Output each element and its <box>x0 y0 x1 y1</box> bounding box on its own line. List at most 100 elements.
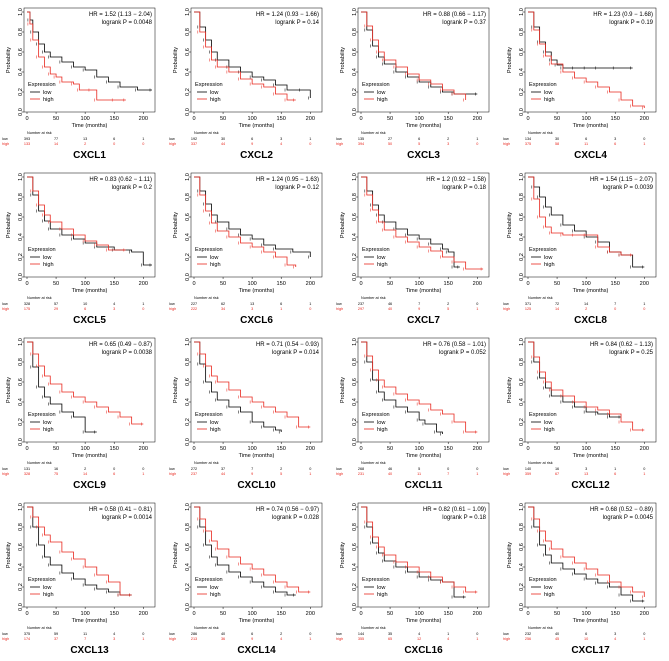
y-tick-label: 0.8 <box>352 523 358 531</box>
risk-count-low: 1 <box>643 302 645 306</box>
km-curve-high <box>361 341 478 433</box>
y-tick-label: 1.0 <box>519 338 525 346</box>
y-tick-label: 0.2 <box>18 253 24 261</box>
risk-count-high: 5 <box>447 307 449 311</box>
logrank-p-text: logrank P = 0.18 <box>442 515 486 521</box>
km-curve-low <box>528 11 633 69</box>
km-curve-high <box>27 341 144 425</box>
y-tick-label: 0.0 <box>185 273 191 281</box>
risk-count-high: 1 <box>476 307 478 311</box>
risk-count-low: 7 <box>614 302 616 306</box>
km-plot-cxcl6: 0.0 0.2 0.4 0.6 0.8 1.0 0 50 100 150 200 Time (mont… <box>169 172 323 326</box>
risk-count-high: 9 <box>251 142 253 146</box>
logrank-p-text: logrank P = 0.18 <box>442 185 486 191</box>
risk-table-title: Number at risk <box>361 131 386 135</box>
risk-count-low: 6 <box>585 137 587 141</box>
legend-title: Expression <box>28 82 56 88</box>
risk-row-label-low: low <box>169 467 175 471</box>
x-tick-label: 150 <box>110 281 119 287</box>
x-tick-label: 100 <box>581 446 590 452</box>
panel-title: CXCL10 <box>237 480 276 491</box>
km-panel-cxcl6: 0.0 0.2 0.4 0.6 0.8 1.0 0 50 100 150 200 Time (mont… <box>167 165 334 330</box>
risk-count-high: 0 <box>142 142 144 146</box>
x-tick-label: 150 <box>611 281 620 287</box>
x-tick-label: 150 <box>444 281 453 287</box>
risk-count-high: 6 <box>113 472 115 476</box>
risk-row-label-high: high <box>169 637 176 641</box>
km-curve-high <box>27 11 126 101</box>
risk-count-low: 2 <box>84 467 86 471</box>
y-axis-label: Probability <box>340 47 346 73</box>
panel-title: CXCL9 <box>73 480 106 491</box>
risk-count-low: 4 <box>113 632 115 636</box>
hazard-ratio-text: HR = 0.76 (0.58 − 1.01) <box>423 342 486 348</box>
y-tick-label: 0.0 <box>352 603 358 611</box>
risk-row-label-high: high <box>503 307 510 311</box>
panel-title: CXCL4 <box>574 150 607 161</box>
legend-label-low: low <box>210 90 219 96</box>
x-axis-label: Time (months) <box>72 453 108 459</box>
x-tick-label: 50 <box>53 446 59 452</box>
risk-count-low: 11 <box>83 632 87 636</box>
x-tick-label: 50 <box>387 611 393 617</box>
risk-count-high: 44 <box>221 142 225 146</box>
risk-count-high: 297 <box>358 307 364 311</box>
risk-count-low: 46 <box>388 467 392 471</box>
legend-label-low: low <box>544 585 553 591</box>
risk-count-low: 144 <box>358 632 364 636</box>
risk-count-high: 37 <box>54 637 58 641</box>
x-tick-label: 150 <box>110 116 119 122</box>
hazard-ratio-text: HR = 1.24 (0.95 − 1.63) <box>256 177 319 183</box>
x-tick-label: 150 <box>444 116 453 122</box>
risk-count-high: 359 <box>525 472 531 476</box>
risk-table-title: Number at risk <box>361 461 386 465</box>
km-curve-low <box>528 506 645 602</box>
panel-title: CXCL1 <box>73 150 106 161</box>
legend-label-high: high <box>544 97 555 103</box>
y-axis-label: Probability <box>173 47 179 73</box>
y-tick-label: 0.2 <box>18 583 24 591</box>
risk-row-label-high: high <box>2 637 9 641</box>
y-tick-label: 0.8 <box>185 358 191 366</box>
x-tick-label: 200 <box>306 281 315 287</box>
y-tick-label: 0.4 <box>519 233 525 241</box>
risk-row-label-high: high <box>336 637 343 641</box>
km-panel-cxcl1: 0.0 0.2 0.4 0.6 0.8 1.0 0 50 100 150 200 Time (mont… <box>0 0 167 165</box>
km-panel-cxcl7: 0.0 0.2 0.4 0.6 0.8 1.0 0 50 100 150 200 Time (mont… <box>334 165 501 330</box>
risk-row-label-low: low <box>336 467 342 471</box>
risk-count-low: 13 <box>250 302 254 306</box>
risk-count-high: 3 <box>251 307 253 311</box>
km-panel-cxcl8: 0.0 0.2 0.4 0.6 0.8 1.0 0 50 100 150 200 Time (mont… <box>501 165 668 330</box>
legend-label-high: high <box>544 427 555 433</box>
legend-label-low: low <box>43 420 52 426</box>
y-tick-label: 0.4 <box>185 68 191 76</box>
risk-count-high: 13 <box>584 472 588 476</box>
y-axis-label: Probability <box>6 47 12 73</box>
risk-count-low: 328 <box>24 302 30 306</box>
x-tick-label: 200 <box>640 611 649 617</box>
km-curve-low <box>27 11 152 91</box>
y-tick-label: 1.0 <box>352 503 358 511</box>
y-tick-label: 0.6 <box>185 378 191 386</box>
legend-label-low: low <box>544 420 553 426</box>
risk-count-low: 6 <box>280 302 282 306</box>
legend-title: Expression <box>362 247 390 253</box>
risk-table-title: Number at risk <box>194 131 219 135</box>
legend-title: Expression <box>195 412 223 418</box>
km-curve-high <box>27 176 126 251</box>
risk-count-high: 11 <box>417 472 421 476</box>
y-tick-label: 0.8 <box>18 523 24 531</box>
plot-frame <box>524 502 657 608</box>
y-tick-label: 0.2 <box>519 253 525 261</box>
km-panel-cxcl3: 0.0 0.2 0.4 0.6 0.8 1.0 0 50 100 150 200 Time (mont… <box>334 0 501 165</box>
x-tick-label: 50 <box>387 446 393 452</box>
risk-count-low: 232 <box>525 632 531 636</box>
legend-label-low: low <box>377 255 386 261</box>
risk-row-label-high: high <box>169 142 176 146</box>
risk-count-low: 131 <box>24 467 30 471</box>
legend-label-high: high <box>544 592 555 598</box>
x-axis-label: Time (months) <box>573 288 609 294</box>
km-panel-cxcl5: 0.0 0.2 0.4 0.6 0.8 1.0 0 50 100 150 200 Time (mont… <box>0 165 167 330</box>
